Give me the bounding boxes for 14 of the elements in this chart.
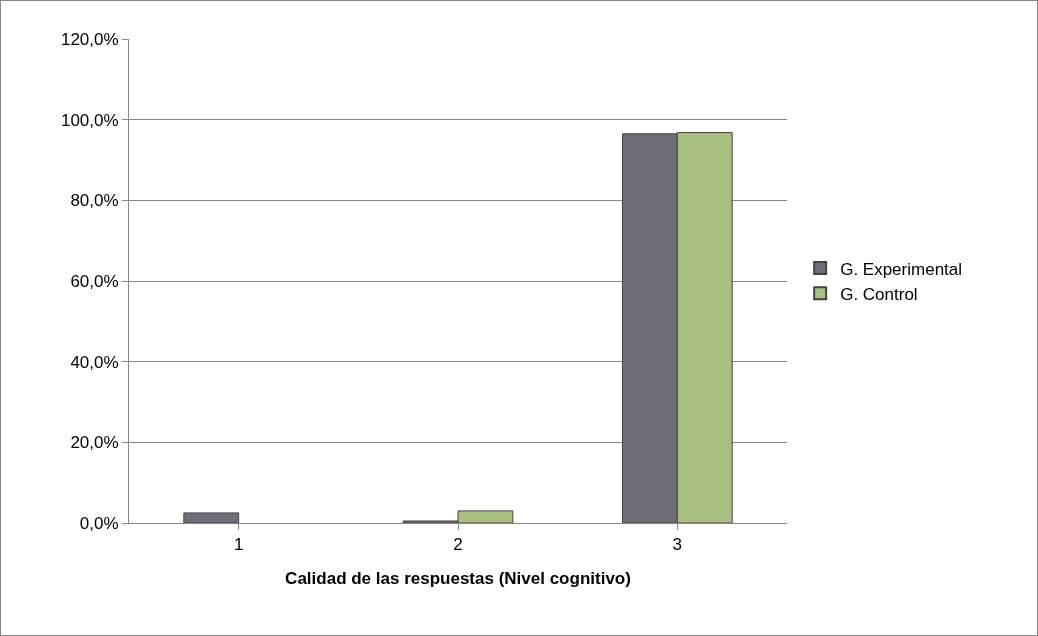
legend-label: G. Control xyxy=(840,284,918,304)
y-tick-label: 20,0% xyxy=(70,433,119,453)
x-tick-label: 3 xyxy=(672,535,683,555)
y-tick-label: 40,0% xyxy=(70,352,119,372)
x-tick-label: 2 xyxy=(453,535,463,555)
y-tick-label: 120,0% xyxy=(60,29,119,49)
x-tick-label: 1 xyxy=(233,535,244,555)
legend-label: G. Experimental xyxy=(840,259,963,279)
y-tick-label: 100,0% xyxy=(60,110,119,130)
y-tick-label: 0,0% xyxy=(79,513,119,533)
y-tick-label: 80,0% xyxy=(70,191,119,211)
y-tick-label: 60,0% xyxy=(70,271,119,291)
bar xyxy=(183,512,240,523)
x-axis-title: Calidad de las respuestas (Nivel cognitivo) xyxy=(285,569,631,588)
